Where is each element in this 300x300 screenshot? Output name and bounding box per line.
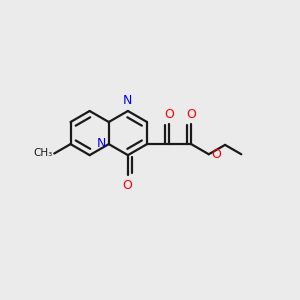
Text: O: O bbox=[164, 108, 174, 121]
Text: O: O bbox=[122, 179, 132, 192]
Text: O: O bbox=[186, 108, 196, 121]
Text: CH₃: CH₃ bbox=[34, 148, 53, 158]
Text: N: N bbox=[97, 137, 106, 150]
Text: O: O bbox=[211, 148, 221, 161]
Text: N: N bbox=[123, 94, 133, 106]
